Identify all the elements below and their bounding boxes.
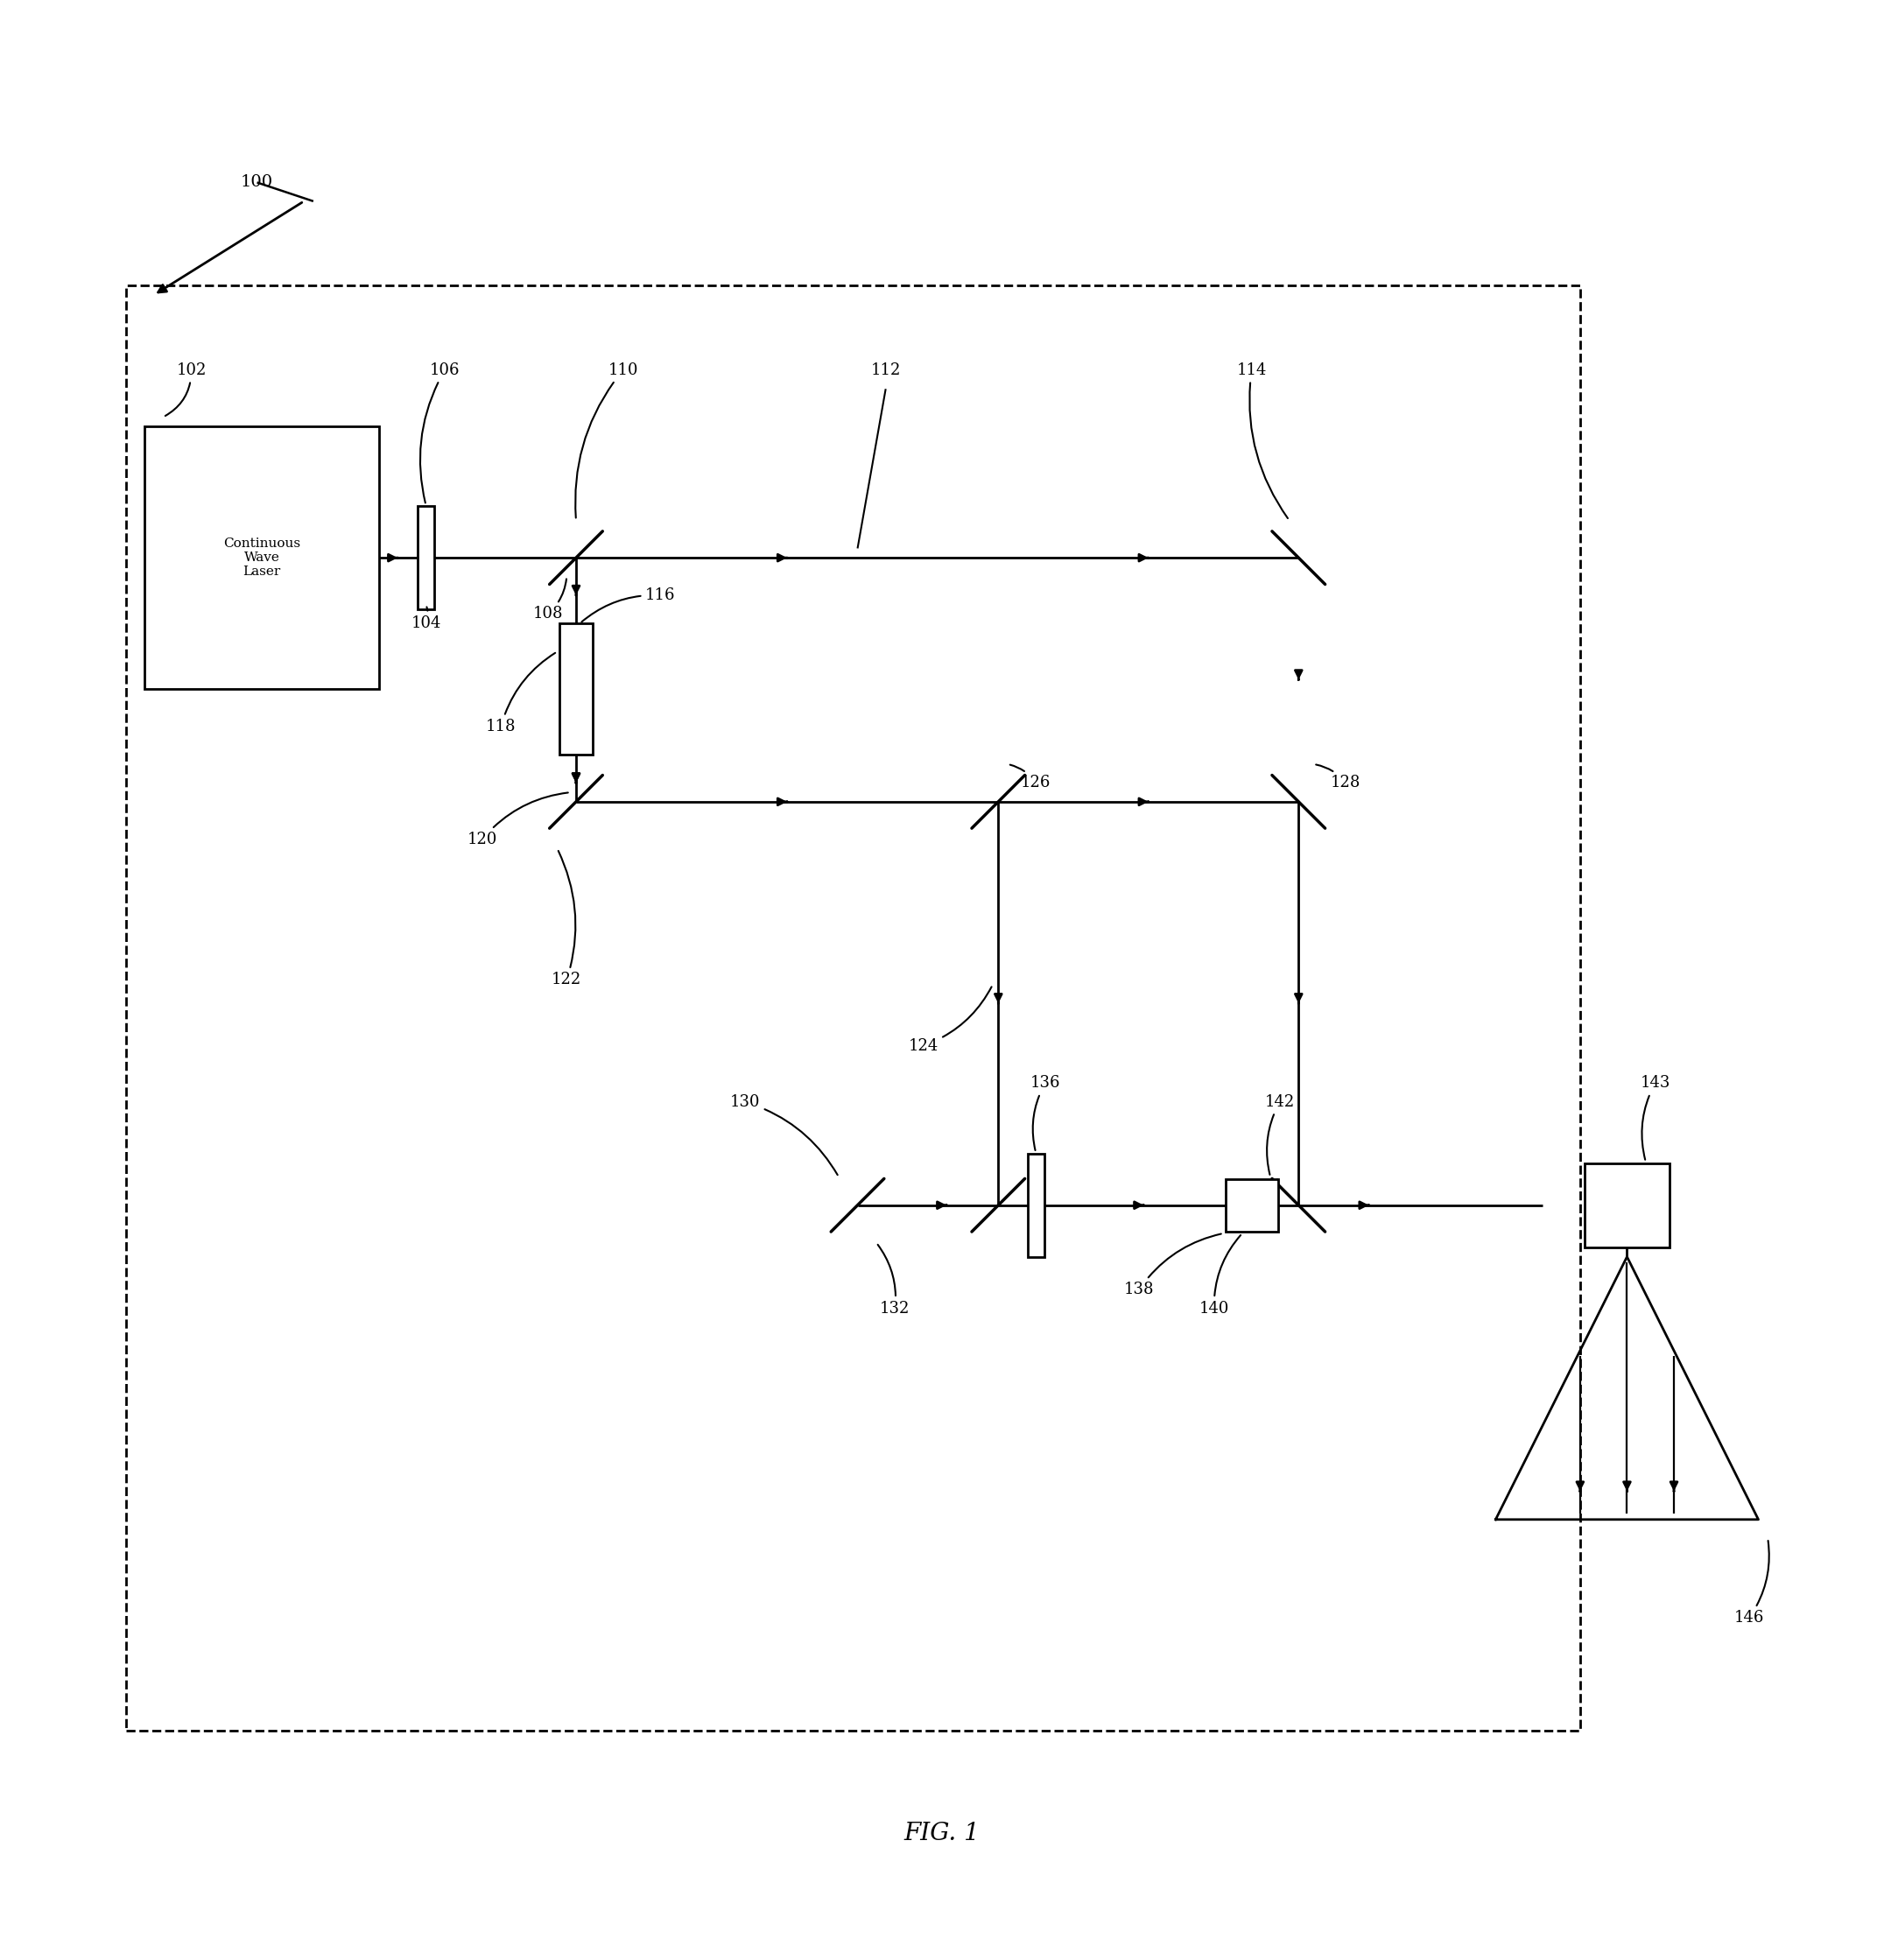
Text: 106: 106 [420, 363, 460, 504]
Text: 110: 110 [575, 363, 639, 517]
Text: 142: 142 [1264, 1094, 1294, 1174]
Bar [418, 506, 435, 610]
Bar [145, 427, 379, 690]
Bar [1027, 1154, 1044, 1256]
Bar [1584, 1162, 1669, 1247]
Text: FIG. 1: FIG. 1 [904, 1823, 980, 1846]
Text: 126: 126 [1010, 764, 1051, 790]
Text: 136: 136 [1031, 1076, 1061, 1151]
Text: Continuous
Wave
Laser: Continuous Wave Laser [222, 537, 300, 578]
Text: 114: 114 [1236, 363, 1289, 517]
Text: 140: 140 [1198, 1235, 1242, 1317]
Text: 143: 143 [1641, 1076, 1671, 1160]
Text: 118: 118 [486, 653, 556, 735]
Text: 108: 108 [533, 578, 567, 621]
Text: 116: 116 [582, 588, 676, 621]
Bar [560, 623, 593, 755]
Text: 100: 100 [241, 174, 273, 190]
Text: 132: 132 [878, 1245, 910, 1317]
Bar [126, 286, 1581, 1731]
Text: 112: 112 [870, 363, 901, 378]
Text: 102: 102 [166, 363, 207, 416]
Text: 124: 124 [908, 986, 991, 1054]
Text: 104: 104 [411, 608, 441, 631]
Text: 128: 128 [1317, 764, 1360, 790]
Text: 130: 130 [729, 1094, 838, 1174]
Text: 120: 120 [467, 792, 567, 847]
Text: 146: 146 [1733, 1541, 1769, 1627]
Text: 122: 122 [552, 851, 582, 988]
Text: 138: 138 [1125, 1235, 1221, 1298]
Bar [1225, 1178, 1277, 1231]
